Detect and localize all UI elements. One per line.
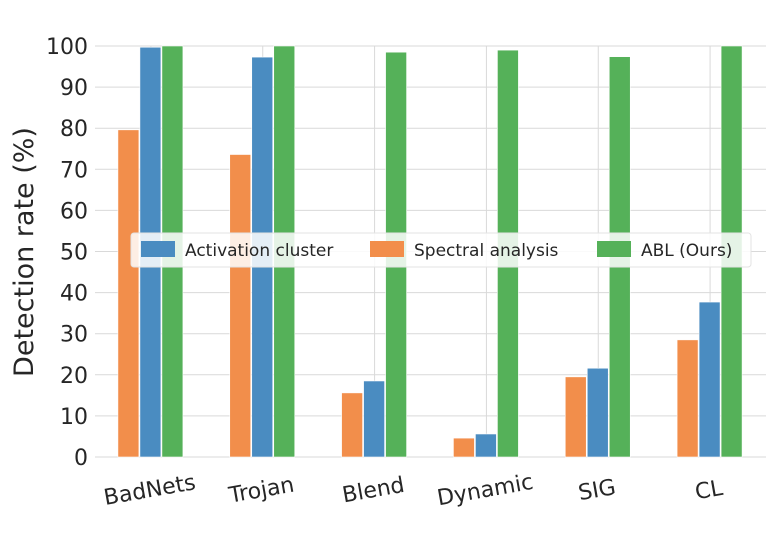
y-tick-label: 90 (60, 76, 88, 101)
y-axis-label: Detection rate (%) (9, 127, 40, 377)
y-tick-label: 0 (74, 446, 88, 471)
bar-spectral-analysis-dynamic (453, 437, 475, 458)
legend: Activation cluster Spectral analysis ABL (… (130, 232, 752, 268)
x-tick-label: Blend (340, 473, 406, 509)
legend-swatch (370, 241, 404, 257)
bar-spectral-analysis-trojan (229, 154, 252, 458)
x-tick-label: CL (693, 476, 725, 506)
y-tick-label: 100 (46, 35, 88, 60)
x-tick-label: BadNets (102, 470, 198, 511)
bar-activation-cluster-blend (363, 380, 385, 458)
bar-activation-cluster-cl (698, 301, 721, 458)
y-tick-label: 10 (60, 405, 88, 430)
legend-swatch (597, 241, 631, 257)
x-tick-label: Trojan (226, 473, 296, 509)
bar-activation-cluster-sig (586, 367, 609, 458)
bar-spectral-analysis-sig (564, 376, 587, 458)
legend-frame (130, 232, 752, 268)
y-tick-label: 40 (60, 282, 88, 307)
legend-label: Activation cluster (185, 241, 333, 261)
bar-spectral-analysis-cl (676, 339, 699, 458)
legend-label: ABL (Ours) (641, 241, 732, 261)
x-tick-label: SIG (576, 475, 617, 506)
legend-label: Spectral analysis (414, 241, 559, 261)
y-tick-label: 70 (60, 158, 88, 183)
x-tick-label: Dynamic (435, 470, 535, 511)
y-tick-label: 50 (60, 241, 88, 266)
y-tick-label: 60 (60, 199, 88, 224)
y-tick-label: 20 (60, 364, 88, 389)
bar-spectral-analysis-blend (341, 392, 363, 458)
x-axis-ticks: BadNets Trojan Blend Dynamic SIG CL (102, 470, 725, 511)
legend-swatch (141, 241, 175, 257)
bar-spectral-analysis-badnets (117, 129, 140, 458)
bar-activation-cluster-dynamic (475, 433, 497, 458)
y-axis-ticks: 0 10 20 30 40 50 60 70 80 90 100 (46, 35, 88, 471)
y-tick-label: 80 (60, 117, 88, 142)
y-tick-label: 30 (60, 323, 88, 348)
